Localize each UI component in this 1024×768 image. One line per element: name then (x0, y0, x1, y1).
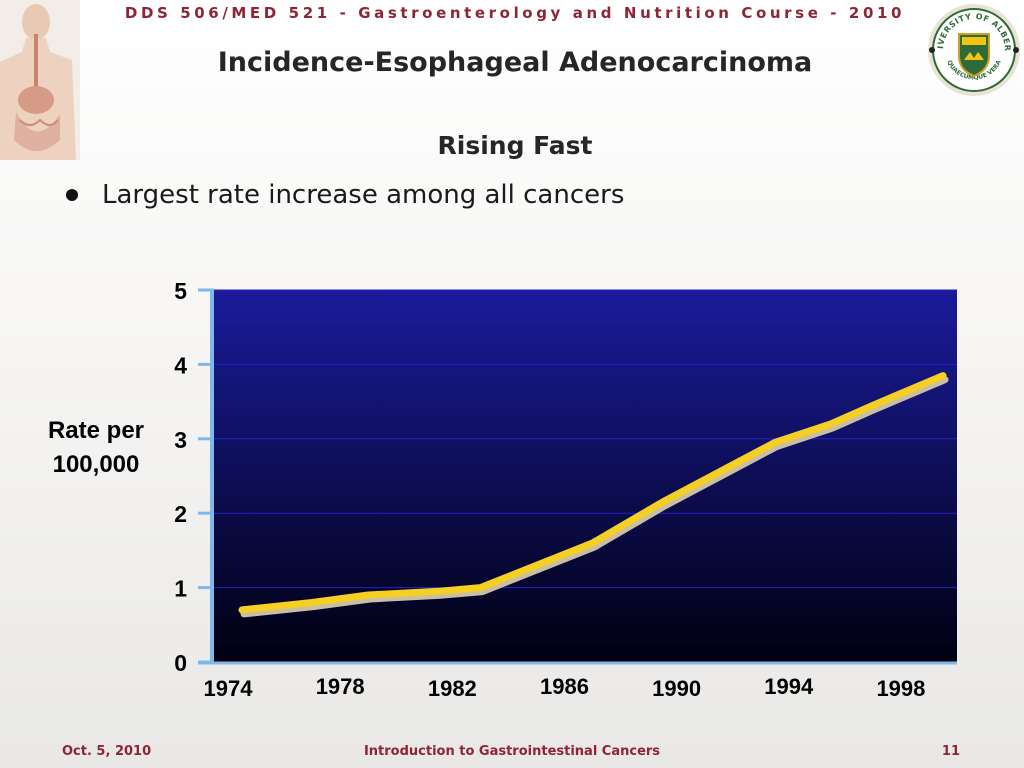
university-seal-logo: UNIVERSITY OF ALBERTA QUAECUMQUE VERA (926, 2, 1020, 96)
x-tick-label-1974: 1974 (204, 676, 254, 701)
course-header: DDS 506/MED 521 - Gastroenterology and N… (124, 4, 906, 22)
y-tick-label-5: 5 (174, 278, 187, 304)
series-0-line-shadow (240, 376, 949, 618)
x-tick-label-1978: 1978 (316, 674, 365, 699)
x-tick-label-1986: 1986 (540, 674, 589, 699)
bullet-item: Largest rate increase among all cancers (66, 180, 624, 210)
y-tick-label-4: 4 (174, 352, 187, 378)
page-number: 11 (941, 744, 960, 759)
anatomy-illustration (0, 0, 80, 160)
y-tick-label-0: 0 (174, 650, 187, 676)
slide-subtitle: Rising Fast (437, 131, 593, 160)
footer-course-title: Introduction to Gastrointestinal Cancers (363, 744, 661, 759)
y-tick-label-1: 1 (174, 576, 187, 602)
chart-y-axis-label: Rate per 100,000 (47, 417, 145, 478)
series-0-line (238, 372, 947, 614)
x-tick-label-1994: 1994 (764, 674, 814, 699)
footer-date: Oct. 5, 2010 (62, 744, 152, 759)
x-tick-label-1982: 1982 (428, 676, 477, 701)
bullet-dot-icon (66, 189, 78, 201)
bullet-text: Largest rate increase among all cancers (102, 180, 625, 210)
x-tick-label-1998: 1998 (876, 676, 925, 701)
x-tick-label-1990: 1990 (652, 676, 701, 701)
slide-title: Incidence-Esophageal Adenocarcinoma (217, 47, 813, 78)
y-tick-label-2: 2 (174, 501, 187, 527)
y-tick-label-3: 3 (174, 427, 187, 453)
